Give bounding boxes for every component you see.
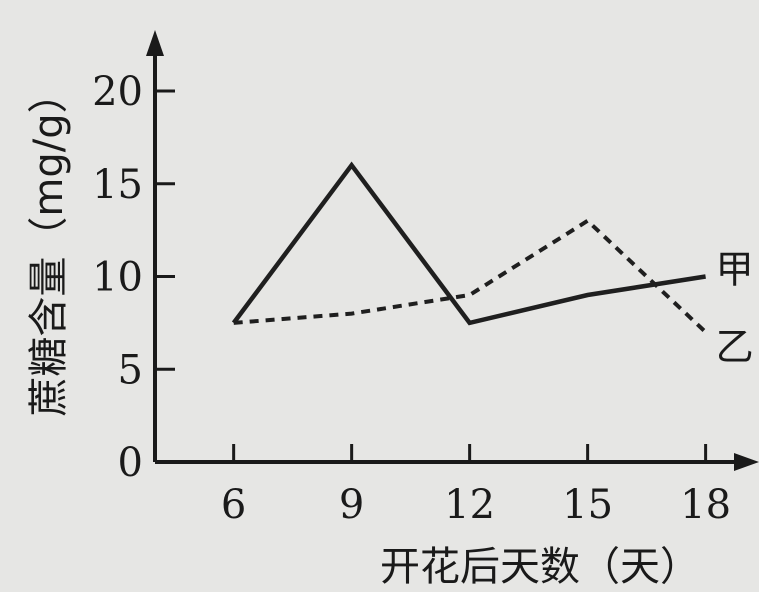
- axes: [146, 30, 759, 471]
- y-axis-arrow: [146, 30, 164, 56]
- y-tick-label: 5: [118, 347, 143, 393]
- x-tick-label: 6: [221, 482, 246, 528]
- series-label-2: 乙: [716, 325, 754, 369]
- series-group: 甲乙: [231, 161, 754, 369]
- x-axis-arrow: [734, 453, 759, 471]
- x-tick-label: 9: [339, 482, 364, 528]
- x-tick-label: 18: [680, 482, 731, 528]
- y-tick-label: 0: [118, 440, 143, 486]
- x-tick-label: 15: [562, 482, 613, 528]
- series-label-1: 甲: [716, 248, 754, 292]
- y-axis-title: 蔗糖含量（mg/g）: [26, 73, 72, 416]
- y-tick-label: 10: [92, 255, 143, 301]
- y-tick-label: 15: [92, 162, 143, 208]
- x-axis-title: 开花后天数（天）: [380, 544, 700, 590]
- y-tick-label: 20: [92, 69, 143, 115]
- x-tick-label: 12: [444, 482, 495, 528]
- series-line-1: [231, 161, 706, 326]
- axis-ticks: 0 5 10 15 20 6 9 12 15 18: [92, 69, 731, 528]
- series-line-2: [233, 218, 707, 334]
